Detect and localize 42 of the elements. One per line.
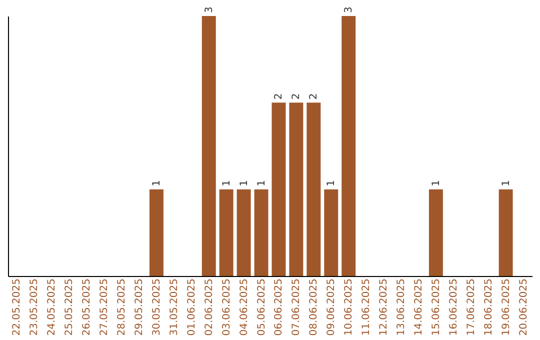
data-label: 2 xyxy=(291,93,302,100)
x-tick-label: 16.06.2025 xyxy=(448,278,460,336)
data-label: 1 xyxy=(326,180,338,186)
data-label: 1 xyxy=(151,180,162,186)
x-tick-label: 24.05.2025 xyxy=(46,278,58,336)
data-label: 1 xyxy=(256,180,268,186)
data-label: 2 xyxy=(274,93,285,100)
x-tick-label: 10.06.2025 xyxy=(344,278,355,336)
x-tick-label: 18.06.2025 xyxy=(483,278,494,336)
x-tick-label: 09.06.2025 xyxy=(326,278,338,336)
x-tick-label: 01.06.2025 xyxy=(186,278,198,336)
data-label: 1 xyxy=(238,180,250,186)
data-label: 3 xyxy=(204,6,215,13)
x-tick-label: 17.06.2025 xyxy=(466,278,477,336)
x-tick-label: 27.05.2025 xyxy=(99,278,110,336)
x-tick-label: 12.06.2025 xyxy=(378,278,390,336)
x-tick-label: 07.06.2025 xyxy=(291,278,302,336)
x-tick-label: 14.06.2025 xyxy=(413,278,424,336)
x-tick-label: 04.06.2025 xyxy=(238,278,250,336)
data-label: 3 xyxy=(344,6,355,13)
x-tick-label: 22.05.2025 xyxy=(12,278,23,336)
x-tick-label: 30.05.2025 xyxy=(151,278,162,336)
x-tick-label: 15.06.2025 xyxy=(430,278,442,336)
x-tick-label: 28.05.2025 xyxy=(116,278,128,336)
x-tick-label: 29.05.2025 xyxy=(134,278,145,336)
x-tick-label: 20.06.2025 xyxy=(518,278,530,336)
x-tick-label: 06.06.2025 xyxy=(274,278,285,336)
data-label: 1 xyxy=(500,180,512,186)
x-tick-label: 05.06.2025 xyxy=(256,278,268,336)
x-tick-label: 19.06.2025 xyxy=(500,278,512,336)
data-label: 1 xyxy=(430,180,442,186)
x-tick-label: 13.06.2025 xyxy=(396,278,407,336)
x-tick-label: 26.05.2025 xyxy=(82,278,93,336)
x-tick-label: 08.06.2025 xyxy=(308,278,320,336)
x-tick-label: 23.05.2025 xyxy=(29,278,40,336)
data-label: 2 xyxy=(308,93,320,100)
x-tick-label: 25.05.2025 xyxy=(64,278,76,336)
x-tick-label: 02.06.2025 xyxy=(204,278,215,336)
x-tick-label: 11.06.2025 xyxy=(361,278,372,336)
x-tick-label: 31.05.2025 xyxy=(168,278,180,336)
x-tick-label: 03.06.2025 xyxy=(221,278,232,336)
data-label: 1 xyxy=(221,180,232,186)
